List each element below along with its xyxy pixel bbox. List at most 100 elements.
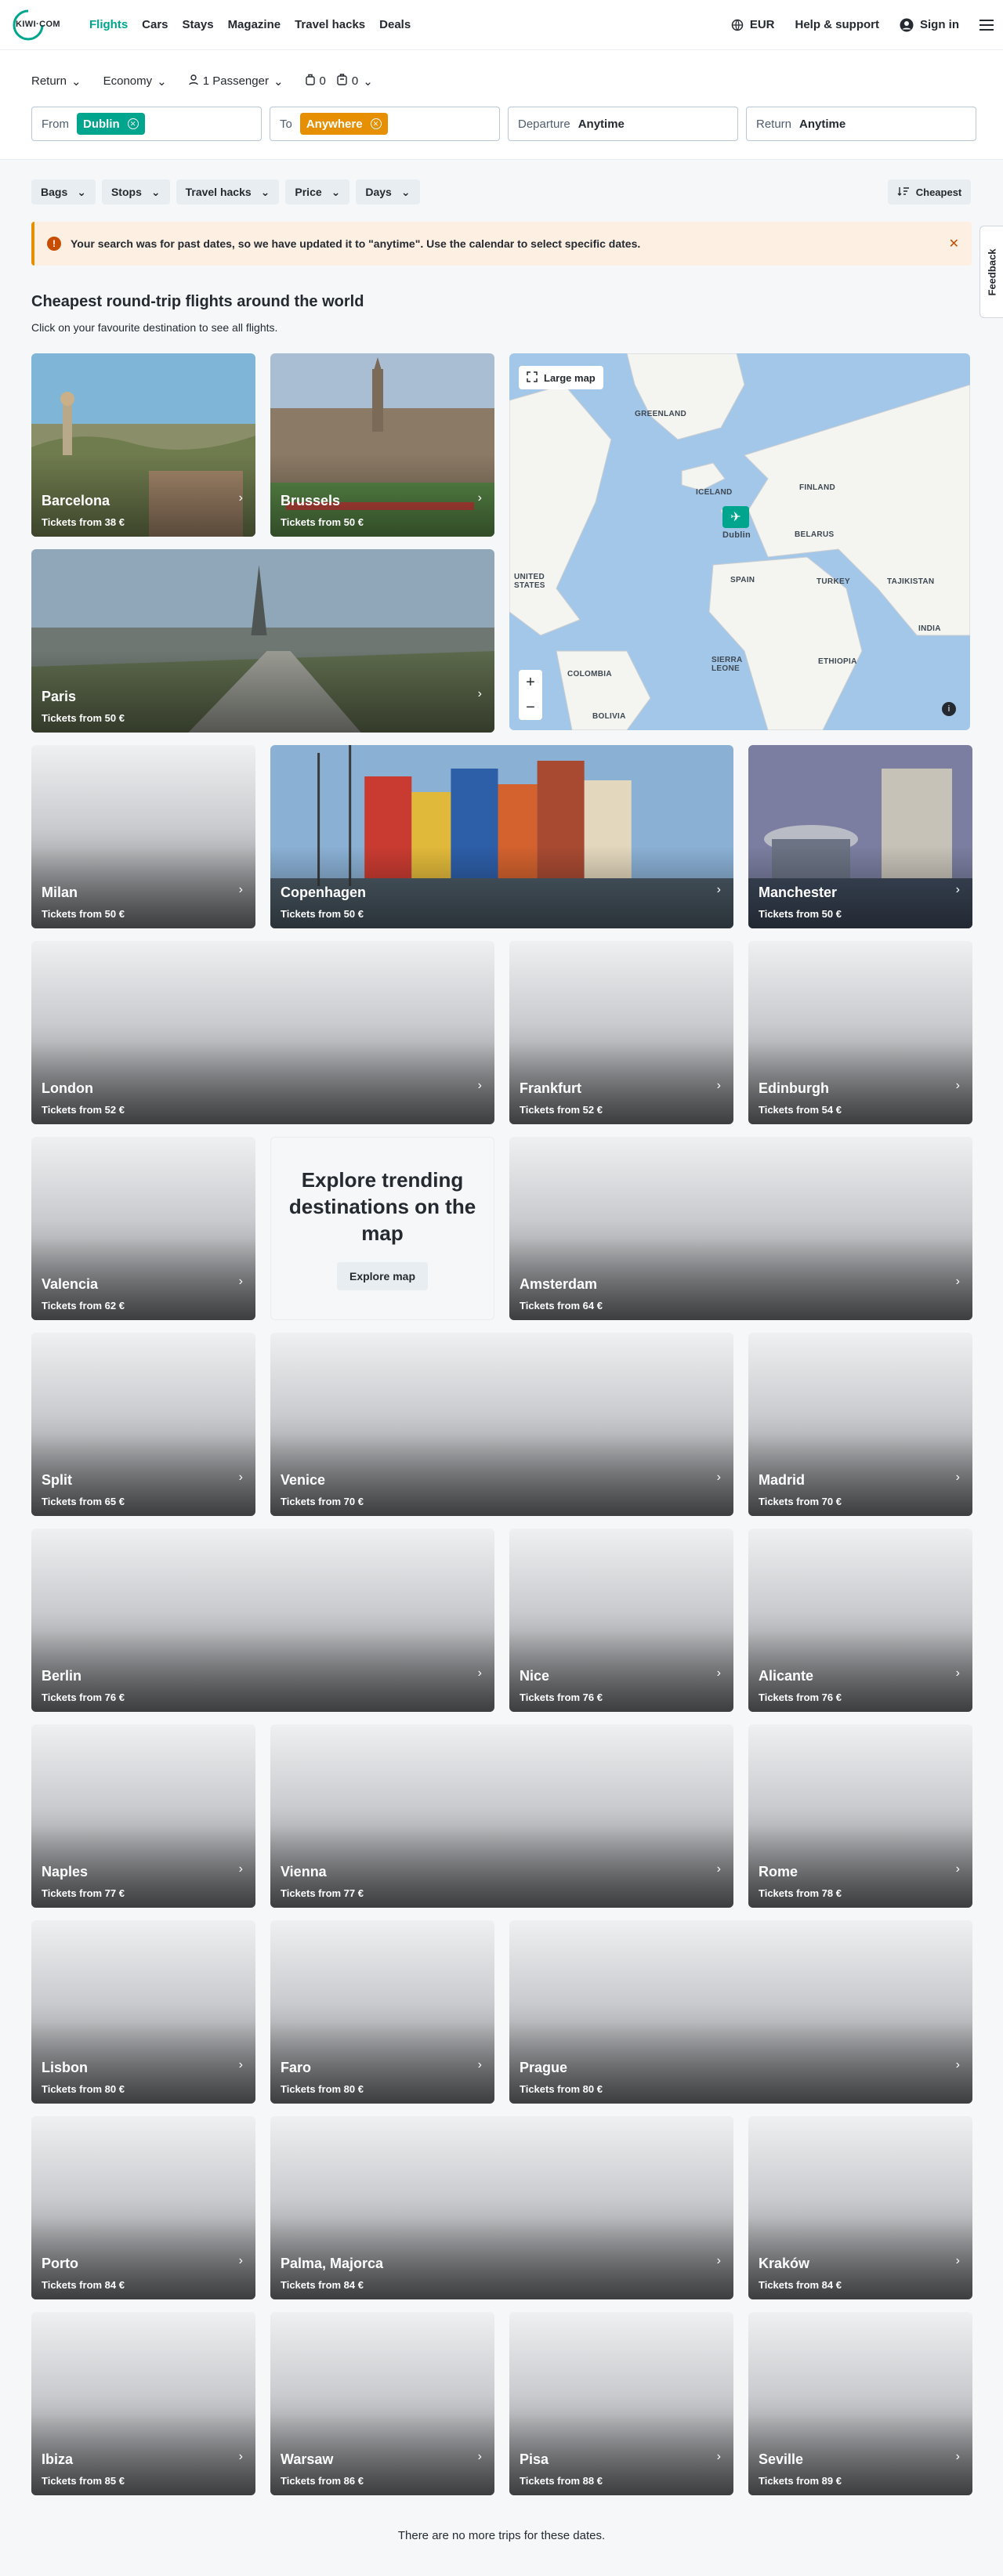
destination-map[interactable]: Large map GREENLAND ICELAND FINLAND ✈ Du… (509, 353, 970, 730)
card-shade (509, 1529, 733, 1712)
sort-button[interactable]: Cheapest (888, 179, 971, 204)
filter-bags[interactable]: Bags ⌄ (31, 179, 96, 204)
destination-card-frankfurt[interactable]: Frankfurt Tickets from 52 € › (509, 941, 733, 1124)
destination-card-berlin[interactable]: Berlin Tickets from 76 € › (31, 1529, 494, 1712)
card-shade (31, 353, 255, 537)
destination-card-rome[interactable]: Rome Tickets from 78 € › (748, 1724, 972, 1908)
card-shade (31, 1137, 255, 1320)
destination-card-krak-w[interactable]: Kraków Tickets from 84 € › (748, 2116, 972, 2299)
feedback-tab[interactable]: Feedback (979, 226, 1003, 318)
destination-card-split[interactable]: Split Tickets from 65 € › (31, 1333, 255, 1516)
destination-card-paris[interactable]: Paris Tickets from 50 € › (31, 549, 494, 733)
destination-card-seville[interactable]: Seville Tickets from 89 € › (748, 2312, 972, 2495)
card-city: Milan (42, 885, 78, 900)
filter-travel-hacks[interactable]: Travel hacks ⌄ (176, 179, 280, 204)
destination-card-brussels[interactable]: Brussels Tickets from 50 € › (270, 353, 494, 537)
destination-card-prague[interactable]: Prague Tickets from 80 € › (509, 1920, 972, 2104)
chevron-right-icon: › (716, 1079, 721, 1092)
chevron-down-icon: ⌄ (77, 185, 86, 198)
return-field[interactable]: Return Anytime (746, 107, 976, 141)
destination-card-valencia[interactable]: Valencia Tickets from 62 € › (31, 1137, 255, 1320)
card-price: Tickets from 80 € (281, 2083, 364, 2095)
large-map-label: Large map (544, 371, 596, 384)
help-support-link[interactable]: Help & support (795, 18, 880, 31)
nav-link-cars[interactable]: Cars (142, 18, 168, 31)
chevron-down-icon: ⌄ (71, 74, 81, 89)
card-shade (31, 2312, 255, 2495)
card-city: Porto (42, 2256, 78, 2271)
trip-type-select[interactable]: Return ⌄ (31, 74, 81, 89)
chevron-right-icon: › (955, 883, 960, 896)
card-shade (748, 1724, 972, 1908)
filter-label: Price (295, 186, 322, 198)
filter-price[interactable]: Price ⌄ (285, 179, 350, 204)
destination-card-lisbon[interactable]: Lisbon Tickets from 80 € › (31, 1920, 255, 2104)
nav-link-magazine[interactable]: Magazine (227, 18, 281, 31)
zoom-controls: + − (519, 670, 542, 720)
to-field[interactable]: To Anywhere ✕ (270, 107, 500, 141)
destination-card-milan[interactable]: Milan Tickets from 50 € › (31, 745, 255, 928)
remove-chip-icon[interactable]: ✕ (370, 118, 382, 129)
explore-map-button[interactable]: Explore map (336, 1262, 429, 1290)
destination-card-warsaw[interactable]: Warsaw Tickets from 86 € › (270, 2312, 494, 2495)
destination-card-amsterdam[interactable]: Amsterdam Tickets from 64 € › (509, 1137, 972, 1320)
nav-link-flights[interactable]: Flights (89, 18, 129, 31)
card-shade (748, 941, 972, 1124)
sign-in-button[interactable]: Sign in (900, 18, 959, 32)
card-price: Tickets from 50 € (42, 712, 125, 724)
destination-card-nice[interactable]: Nice Tickets from 76 € › (509, 1529, 733, 1712)
destination-card-manchester[interactable]: Manchester Tickets from 50 € › (748, 745, 972, 928)
map-label: COLOMBIA (567, 670, 612, 678)
close-icon[interactable]: ✕ (948, 237, 959, 251)
destination-card-london[interactable]: London Tickets from 52 € › (31, 941, 494, 1124)
filter-stops[interactable]: Stops ⌄ (101, 179, 170, 204)
from-field[interactable]: From Dublin ✕ (31, 107, 262, 141)
info-icon[interactable]: i (942, 702, 956, 716)
card-city: Copenhagen (281, 885, 367, 900)
chevron-right-icon: › (477, 491, 482, 505)
card-price: Tickets from 84 € (759, 2279, 842, 2291)
card-price: Tickets from 85 € (42, 2475, 125, 2487)
nav-link-deals[interactable]: Deals (379, 18, 411, 31)
kiwi-logo[interactable]: KIWI·COM (9, 6, 83, 44)
large-map-button[interactable]: Large map (519, 366, 603, 389)
zoom-in-button[interactable]: + (526, 673, 535, 691)
remove-chip-icon[interactable]: ✕ (127, 118, 139, 129)
departure-field[interactable]: Departure Anytime (508, 107, 738, 141)
hamburger-menu-icon[interactable] (979, 19, 994, 31)
card-city: Prague (520, 2060, 568, 2075)
filter-days[interactable]: Days ⌄ (356, 179, 420, 204)
destination-card-barcelona[interactable]: Barcelona Tickets from 38 € › (31, 353, 255, 537)
destination-card-edinburgh[interactable]: Edinburgh Tickets from 54 € › (748, 941, 972, 1124)
nav-link-travel-hacks[interactable]: Travel hacks (295, 18, 366, 31)
passengers-select[interactable]: 1 Passenger ⌄ (189, 74, 284, 89)
zoom-out-button[interactable]: − (526, 698, 535, 716)
destination-card-copenhagen[interactable]: Copenhagen Tickets from 50 € › (270, 745, 733, 928)
destination-card-palma-majorca[interactable]: Palma, Majorca Tickets from 84 € › (270, 2116, 733, 2299)
destination-card-vienna[interactable]: Vienna Tickets from 77 € › (270, 1724, 733, 1908)
destination-card-faro[interactable]: Faro Tickets from 80 € › (270, 1920, 494, 2104)
destination-card-alicante[interactable]: Alicante Tickets from 76 € › (748, 1529, 972, 1712)
destination-card-madrid[interactable]: Madrid Tickets from 70 € › (748, 1333, 972, 1516)
map-label: SPAIN (730, 576, 755, 584)
nav-link-stays[interactable]: Stays (182, 18, 214, 31)
destination-card-venice[interactable]: Venice Tickets from 70 € › (270, 1333, 733, 1516)
card-city: Edinburgh (759, 1080, 829, 1096)
card-price: Tickets from 38 € (42, 516, 125, 528)
destination-card-pisa[interactable]: Pisa Tickets from 88 € › (509, 2312, 733, 2495)
chevron-right-icon: › (238, 2450, 243, 2463)
currency-selector[interactable]: EUR (731, 18, 775, 31)
destination-card-ibiza[interactable]: Ibiza Tickets from 85 € › (31, 2312, 255, 2495)
cabin-bags-count: 0 (319, 74, 326, 88)
card-price: Tickets from 84 € (281, 2279, 364, 2291)
chevron-right-icon: › (238, 2058, 243, 2071)
card-price: Tickets from 52 € (520, 1104, 603, 1116)
bags-select[interactable]: 0 0 ⌄ (305, 74, 373, 89)
warning-icon: ! (47, 237, 61, 251)
origin-pin[interactable]: ✈ (722, 506, 749, 528)
destination-card-porto[interactable]: Porto Tickets from 84 € › (31, 2116, 255, 2299)
destination-card-naples[interactable]: Naples Tickets from 77 € › (31, 1724, 255, 1908)
cabin-class-select[interactable]: Economy ⌄ (103, 74, 167, 89)
chevron-right-icon: › (238, 1275, 243, 1288)
airplane-icon: ✈ (730, 511, 741, 524)
